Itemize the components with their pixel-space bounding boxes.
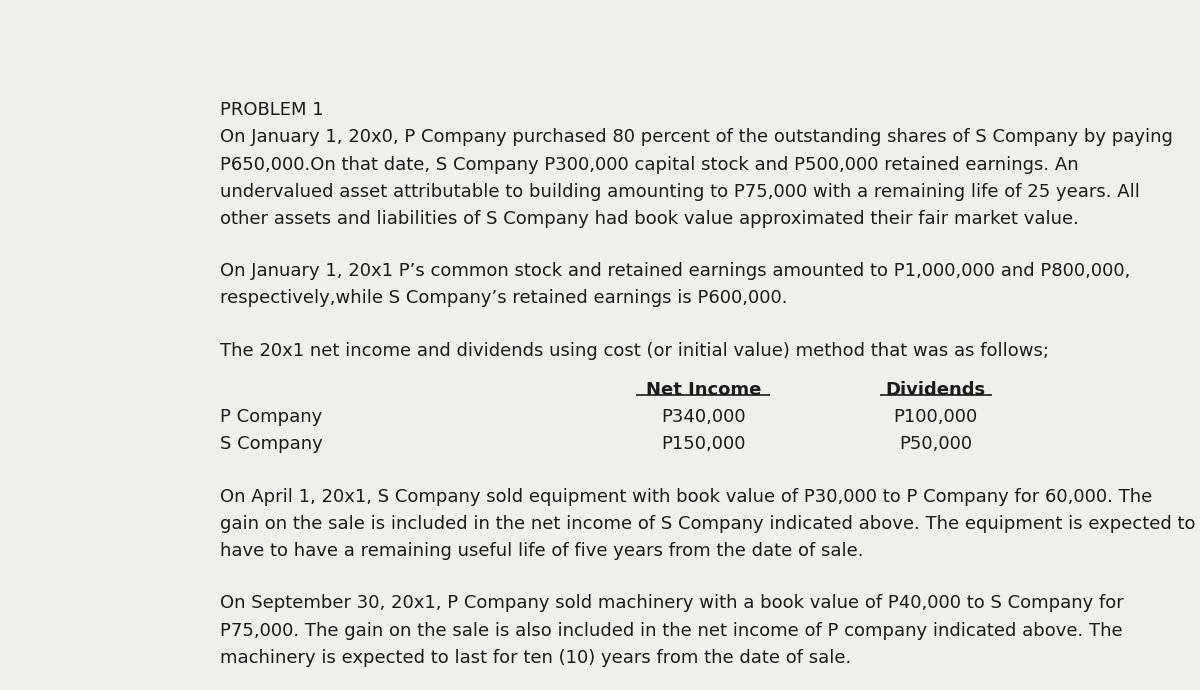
Text: other assets and liabilities of S Company had book value approximated their fair: other assets and liabilities of S Compan… (220, 210, 1079, 228)
Text: Net Income: Net Income (646, 381, 761, 399)
Text: Dividends: Dividends (886, 381, 986, 399)
Text: P100,000: P100,000 (894, 408, 978, 426)
Text: P650,000.On that date, S Company P300,000 capital stock and P500,000 retained ea: P650,000.On that date, S Company P300,00… (220, 155, 1079, 174)
Text: On January 1, 20x1 P’s common stock and retained earnings amounted to P1,000,000: On January 1, 20x1 P’s common stock and … (220, 262, 1130, 280)
Text: undervalued asset attributable to building amounting to P75,000 with a remaining: undervalued asset attributable to buildi… (220, 183, 1140, 201)
Text: gain on the sale is included in the net income of S Company indicated above. The: gain on the sale is included in the net … (220, 515, 1195, 533)
Text: P75,000. The gain on the sale is also included in the net income of P company in: P75,000. The gain on the sale is also in… (220, 622, 1122, 640)
Text: On January 1, 20x0, P Company purchased 80 percent of the outstanding shares of : On January 1, 20x0, P Company purchased … (220, 128, 1172, 146)
Text: have to have a remaining useful life of five years from the date of sale.: have to have a remaining useful life of … (220, 542, 863, 560)
Text: respectively,while S Company’s retained earnings is P600,000.: respectively,while S Company’s retained … (220, 290, 787, 308)
Text: S Company: S Company (220, 435, 323, 453)
Text: P340,000: P340,000 (661, 408, 745, 426)
Text: P Company: P Company (220, 408, 322, 426)
Text: The 20x1 net income and dividends using cost (or initial value) method that was : The 20x1 net income and dividends using … (220, 342, 1049, 360)
Text: P50,000: P50,000 (899, 435, 972, 453)
Text: PROBLEM 1: PROBLEM 1 (220, 101, 323, 119)
Text: On April 1, 20x1, S Company sold equipment with book value of P30,000 to P Compa: On April 1, 20x1, S Company sold equipme… (220, 488, 1152, 506)
Text: machinery is expected to last for ten (10) years from the date of sale.: machinery is expected to last for ten (1… (220, 649, 851, 667)
Text: P150,000: P150,000 (661, 435, 745, 453)
Text: On September 30, 20x1, P Company sold machinery with a book value of P40,000 to : On September 30, 20x1, P Company sold ma… (220, 595, 1123, 613)
